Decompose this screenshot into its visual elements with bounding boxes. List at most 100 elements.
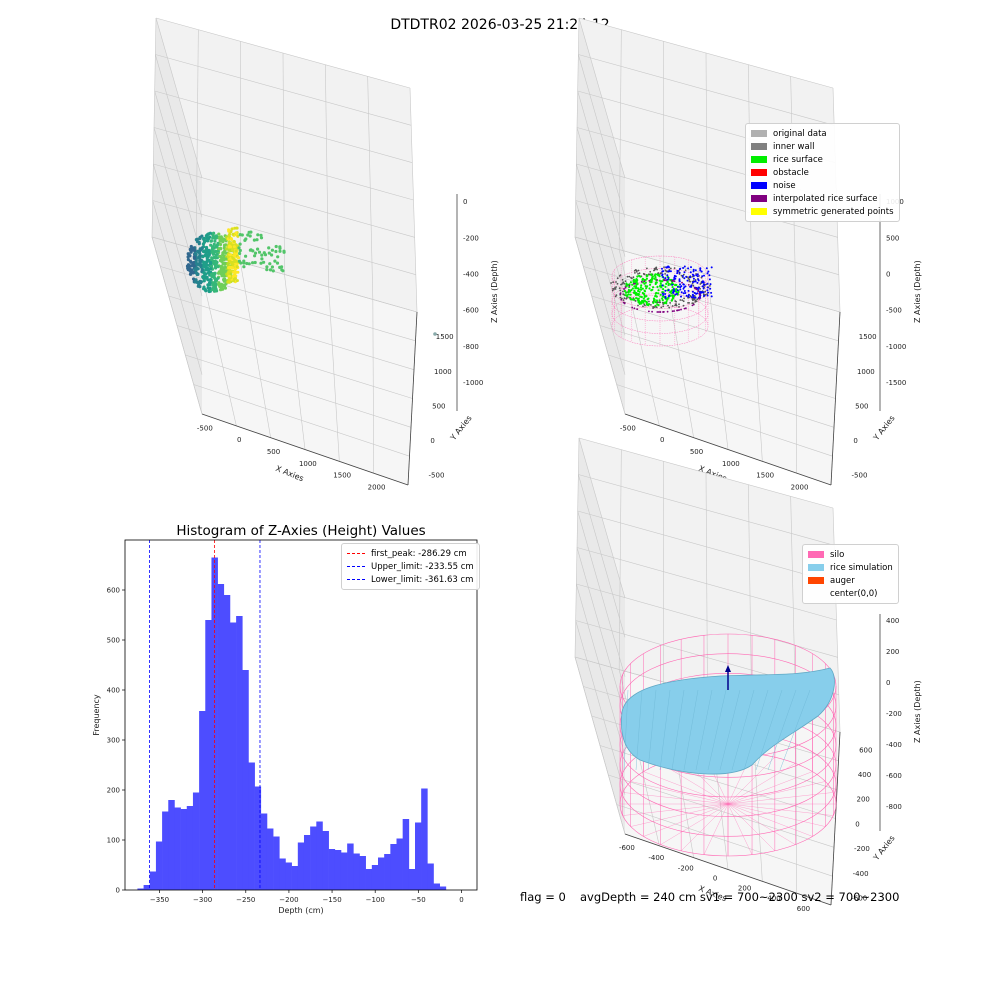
legend-item-symmetric: symmetric generated points	[751, 205, 894, 218]
legend-label: rice simulation	[830, 562, 893, 573]
legend-label: auger	[830, 575, 855, 586]
histogram-bar	[137, 888, 144, 890]
histogram-y-tick-label: 100	[107, 837, 120, 845]
legend-item-center: center(0,0)	[808, 587, 893, 600]
histogram-bar	[433, 883, 440, 890]
histogram-bar	[223, 595, 231, 890]
histogram-bar	[174, 807, 181, 890]
histogram-bar	[353, 853, 360, 890]
histogram-bar	[310, 826, 317, 890]
legend-item-original-data: original data	[751, 127, 894, 140]
panel4-legend: silo rice simulation auger center(0,0)	[802, 544, 899, 604]
histogram-bar	[180, 809, 188, 890]
histogram-bar	[236, 616, 243, 890]
legend-swatch	[808, 551, 824, 558]
histogram-bar	[365, 869, 373, 890]
histogram-bar	[248, 762, 255, 890]
histogram-x-tick-label: −100	[366, 896, 385, 904]
histogram-y-tick-label: 600	[107, 587, 120, 595]
histogram-axes: −350 −300 −250 −200 −150 −100 −50 0 0 100 200 300 40…	[92, 539, 478, 915]
legend-item-upper-limit: Upper_limit: -233.55 cm	[347, 560, 474, 573]
legend-swatch	[751, 156, 767, 163]
histogram-bar	[291, 866, 299, 890]
legend-line	[347, 553, 365, 554]
histogram-y-tick-label: 0	[116, 887, 120, 895]
panel3-title: Histogram of Z-Axies (Height) Values	[176, 523, 426, 539]
legend-swatch	[751, 143, 767, 150]
legend-item-silo: silo	[808, 548, 893, 561]
histogram-bar	[390, 844, 397, 890]
figure-title: DTDTR02 2026-03-25 21:24:12	[390, 17, 610, 33]
histogram-bar	[384, 854, 391, 890]
legend-label: first_peak: -286.29 cm	[371, 548, 467, 559]
histogram-bar	[279, 858, 286, 890]
histogram-bar	[316, 821, 323, 890]
histogram-bar	[143, 885, 151, 890]
legend-swatch	[808, 564, 824, 571]
histogram-bar	[199, 711, 206, 890]
histogram-bar	[242, 670, 249, 890]
histogram-bar	[155, 841, 163, 890]
histogram-bar	[186, 806, 194, 890]
histogram-bar	[285, 862, 292, 890]
histogram-bar	[303, 835, 311, 890]
histogram-x-tick-label: −250	[236, 896, 255, 904]
legend-item-obstacle: obstacle	[751, 166, 894, 179]
histogram-bar	[402, 819, 410, 890]
histogram-bar	[211, 557, 218, 890]
histogram-bar	[439, 886, 447, 890]
histogram-bar	[340, 852, 348, 890]
histogram-bar	[162, 811, 169, 890]
legend-label: center(0,0)	[830, 588, 878, 599]
legend-label: interpolated rice surface	[773, 193, 878, 204]
legend-label: noise	[773, 180, 796, 191]
histogram-bar	[415, 822, 422, 890]
histogram-bar	[408, 869, 416, 890]
histogram-bar	[334, 850, 342, 890]
footer-metrics: avgDepth = 240 cm sv1 = 700~2300 sv2 = 7…	[580, 890, 900, 904]
legend-item-inner-wall: inner wall	[751, 140, 894, 153]
legend-item-noise: noise	[751, 179, 894, 192]
histogram-bar	[266, 828, 274, 890]
histogram-bar	[378, 857, 385, 890]
histogram-y-label: Frequency	[92, 694, 101, 736]
legend-swatch	[751, 195, 767, 202]
histogram-x-tick-label: −150	[322, 896, 341, 904]
panel2-legend: original data inner wall rice surface ob…	[745, 123, 900, 222]
legend-swatch	[751, 169, 767, 176]
legend-label: original data	[773, 128, 827, 139]
legend-line	[347, 566, 365, 567]
legend-item-rice-surface: rice surface	[751, 153, 894, 166]
histogram-bar	[297, 842, 305, 890]
histogram-x-tick-label: −50	[411, 896, 426, 904]
legend-swatch	[751, 208, 767, 215]
histogram-bar	[322, 831, 329, 890]
histogram-bar	[192, 792, 200, 890]
histogram-bar	[217, 584, 225, 890]
histogram-bar	[359, 856, 366, 890]
histogram-vlines	[149, 540, 261, 890]
histogram-y-tick-label: 400	[107, 687, 120, 695]
legend-item-first-peak: first_peak: -286.29 cm	[347, 547, 474, 560]
histogram-x-tick-label: 0	[459, 896, 463, 904]
histogram-x-tick-label: −200	[279, 896, 298, 904]
histogram-bar	[168, 800, 175, 890]
histogram-bar	[427, 863, 434, 890]
histogram-bar	[328, 849, 336, 890]
histogram-bar	[273, 836, 280, 890]
legend-label: obstacle	[773, 167, 809, 178]
histogram-bar	[260, 813, 268, 890]
legend-item-interpolated: interpolated rice surface	[751, 192, 894, 205]
histogram-bar	[421, 788, 428, 890]
legend-label: inner wall	[773, 141, 815, 152]
legend-swatch	[751, 182, 767, 189]
histogram-bar	[396, 838, 403, 890]
footer-flag: flag = 0	[520, 890, 566, 904]
legend-swatch	[751, 130, 767, 137]
histogram-x-tick-label: −300	[193, 896, 212, 904]
histogram-bar	[371, 865, 379, 890]
histogram-bars	[137, 557, 447, 890]
histogram-y-tick-label: 500	[107, 637, 120, 645]
histogram-y-tick-label: 300	[107, 737, 120, 745]
